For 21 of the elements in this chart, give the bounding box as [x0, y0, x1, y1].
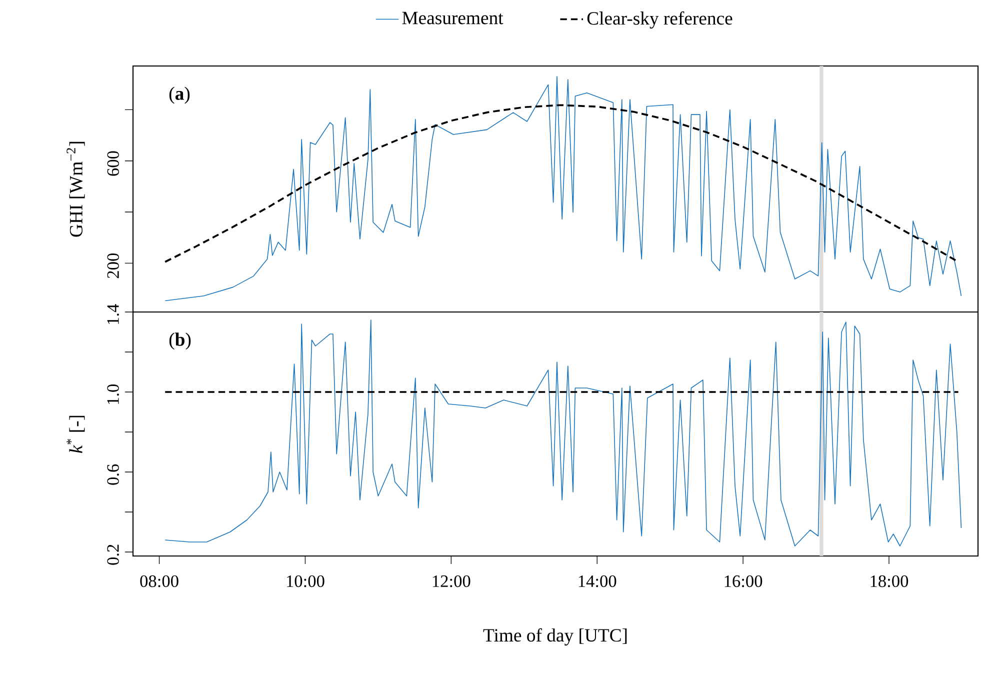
annotation: (b) — [169, 332, 191, 350]
annotation: (a) — [169, 86, 190, 104]
x-tick-label: 16:00 — [724, 575, 762, 588]
y-tick-label: 1.4 — [107, 304, 119, 324]
legend-label: Clear-sky reference — [587, 11, 732, 29]
y-tick-label: 200 — [107, 253, 119, 278]
x-tick-label: 08:00 — [140, 575, 178, 588]
legend-label: Measurement — [402, 12, 504, 24]
line-series — [164, 320, 962, 546]
x-tick-label: 12:00 — [432, 575, 470, 588]
y-tick-label: 600 — [107, 151, 119, 176]
y-axis-title: GHI [Wm$^{−2}$] — [66, 142, 85, 237]
x-axis-title: Time of day [UTC] — [483, 628, 627, 646]
x-tick-label: 10:00 — [287, 575, 324, 588]
x-tick-label: 14:00 — [578, 575, 616, 588]
y-axis-title: k$^{*}$ [-] — [66, 416, 85, 453]
y-tick-label: 0.6 — [107, 464, 119, 485]
y-tick-label: 0.2 — [107, 544, 119, 565]
y-tick-label: 1.0 — [107, 384, 119, 404]
line-series — [164, 76, 962, 302]
x-tick-label: 18:00 — [870, 575, 908, 588]
